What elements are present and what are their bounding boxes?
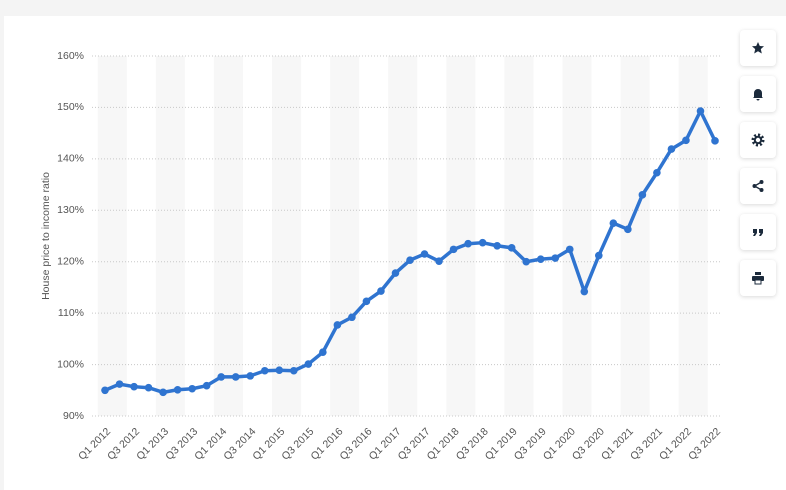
print-button[interactable] bbox=[740, 260, 776, 296]
point bbox=[173, 385, 182, 394]
column-band bbox=[562, 56, 592, 416]
column-band bbox=[446, 56, 476, 416]
y-tick-label: 130% bbox=[57, 204, 84, 216]
point bbox=[275, 366, 284, 375]
point bbox=[449, 245, 458, 254]
share-button[interactable] bbox=[740, 168, 776, 204]
point bbox=[565, 245, 574, 254]
column-band bbox=[155, 56, 185, 416]
notification-button[interactable] bbox=[740, 76, 776, 112]
point bbox=[493, 241, 501, 250]
point bbox=[464, 239, 472, 248]
point bbox=[362, 297, 371, 306]
point bbox=[260, 366, 269, 375]
point bbox=[580, 287, 589, 296]
point bbox=[653, 168, 661, 177]
column-band bbox=[330, 56, 360, 416]
point bbox=[319, 348, 327, 357]
point bbox=[144, 383, 153, 392]
point bbox=[624, 225, 632, 234]
y-tick-label: 150% bbox=[57, 101, 84, 113]
point bbox=[507, 244, 516, 252]
column-band bbox=[213, 56, 243, 416]
point bbox=[667, 145, 676, 153]
y-axis-title: House price to income ratio bbox=[40, 172, 52, 300]
column-band bbox=[388, 56, 418, 416]
point bbox=[290, 366, 298, 375]
point bbox=[595, 251, 603, 260]
point bbox=[377, 287, 385, 295]
point bbox=[536, 255, 545, 263]
point bbox=[478, 238, 487, 247]
point bbox=[435, 257, 443, 266]
point bbox=[522, 257, 530, 266]
y-tick-label: 100% bbox=[57, 358, 84, 370]
point bbox=[231, 373, 240, 381]
y-tick-label: 110% bbox=[58, 307, 84, 319]
settings-button[interactable] bbox=[740, 122, 776, 158]
point bbox=[551, 254, 560, 262]
y-tick-label: 120% bbox=[57, 255, 84, 267]
favorite-button[interactable] bbox=[740, 30, 776, 66]
point bbox=[159, 388, 167, 397]
point bbox=[420, 250, 429, 258]
cite-button[interactable] bbox=[740, 214, 776, 250]
column-band bbox=[97, 56, 127, 416]
point bbox=[696, 107, 705, 115]
column-band bbox=[504, 56, 534, 416]
point bbox=[682, 136, 690, 145]
point bbox=[217, 373, 225, 381]
point bbox=[246, 372, 255, 380]
point bbox=[101, 386, 109, 395]
point bbox=[711, 137, 719, 145]
point bbox=[188, 384, 196, 393]
point bbox=[202, 381, 211, 390]
point bbox=[391, 269, 400, 277]
point bbox=[638, 191, 647, 199]
point bbox=[304, 360, 313, 368]
y-tick-label: 140% bbox=[57, 153, 84, 165]
point bbox=[130, 382, 138, 391]
point bbox=[115, 380, 124, 388]
point bbox=[406, 256, 414, 264]
y-tick-label: 90% bbox=[63, 410, 84, 422]
column-band bbox=[620, 56, 650, 416]
y-tick-label: 160% bbox=[57, 50, 84, 62]
point bbox=[348, 313, 356, 322]
column-band bbox=[272, 56, 302, 416]
point bbox=[609, 219, 618, 227]
point bbox=[333, 321, 342, 329]
